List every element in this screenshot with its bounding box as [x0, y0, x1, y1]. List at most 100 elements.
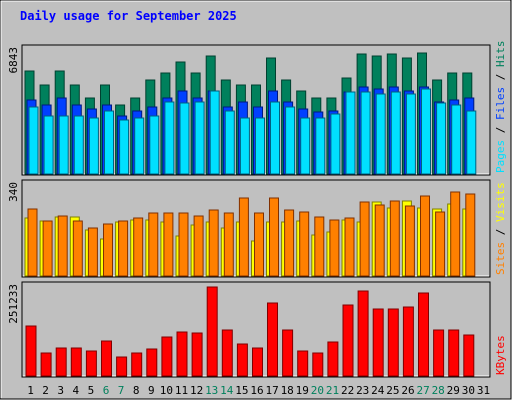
kbytes-bar [161, 336, 173, 377]
kbytes-bar [463, 334, 475, 377]
x-tick-label: 20 [311, 384, 324, 397]
x-tick-label: 13 [205, 384, 218, 397]
kbytes-bar [402, 306, 414, 377]
pages-bar [28, 106, 39, 175]
pages-bar [270, 101, 280, 175]
pages-bar [466, 110, 477, 175]
sites-bar [148, 212, 159, 277]
panel-3: 251233 KBytes [7, 281, 507, 378]
sites-bar [103, 223, 113, 277]
pages-bar [375, 93, 386, 175]
pages-bar [390, 91, 401, 175]
pages-bar [239, 117, 250, 175]
x-tick-label: 21 [326, 384, 339, 397]
x-tick-label: 22 [341, 384, 354, 397]
kbytes-bar [267, 302, 278, 377]
pages-bar [164, 101, 175, 175]
pages-bar [209, 90, 220, 175]
sites-bar [299, 211, 310, 277]
kbytes-bar [85, 350, 97, 377]
pages-bar [119, 119, 130, 175]
sites-bar [344, 217, 355, 277]
kbytes-bar [55, 347, 67, 377]
legend-pages: Pages [494, 140, 507, 173]
kbytes-bar [40, 352, 52, 377]
pages-bar [73, 115, 84, 175]
x-tick-label: 7 [118, 384, 125, 397]
kbytes-bar [433, 329, 445, 377]
x-tick-label: 16 [250, 384, 263, 397]
x-tick-label: 6 [103, 384, 110, 397]
x-tick-label: 24 [371, 384, 385, 397]
pages-bar [436, 102, 447, 175]
sites-bar [27, 208, 38, 277]
x-axis: 1 2 3 4 5 6 7 8 9 10 11 12 13 14 15 16 17 18 19 20 21 22 23 24 2… [27, 384, 490, 397]
pages-bar [405, 93, 416, 175]
sites-bar [450, 191, 461, 277]
kbytes-bar [252, 347, 263, 377]
chart-title: Daily usage for September 2025 [20, 9, 237, 23]
kbytes-bar [387, 308, 399, 377]
sites-bar [87, 227, 98, 277]
sites-bar [223, 212, 234, 277]
pages-bar [43, 115, 54, 175]
x-tick-label: 23 [356, 384, 369, 397]
sites-bar [359, 201, 370, 277]
x-tick-label: 26 [401, 384, 414, 397]
pages-bar [134, 117, 145, 175]
x-tick-label: 4 [72, 384, 79, 397]
kbytes-bar [70, 347, 82, 377]
sites-bar [118, 220, 129, 277]
pages-bar [315, 117, 326, 175]
x-tick-label: 28 [432, 384, 445, 397]
x-tick-label: 12 [190, 384, 203, 397]
x-tick-label: 29 [447, 384, 460, 397]
legend-files: Files [494, 87, 507, 120]
y-max-label: 251233 [7, 284, 20, 324]
legend: KBytes [494, 335, 507, 375]
legend-sites: Sites [494, 242, 507, 275]
kbytes-bar [236, 343, 248, 377]
sites-bar [254, 212, 264, 277]
kbytes-bar [448, 329, 460, 377]
sites-bar [374, 204, 385, 277]
legend: Pages / Files / Hits [494, 41, 507, 174]
kbytes-bar [372, 308, 384, 377]
sites-bar [284, 209, 295, 277]
pages-bar [451, 104, 462, 175]
sites-bar [42, 220, 53, 277]
legend: Sites / Visits [494, 182, 507, 275]
sites-bar [389, 200, 400, 277]
pages-bar [58, 115, 69, 175]
x-tick-label: 31 [477, 384, 490, 397]
kbytes-bar [357, 290, 369, 377]
pages-bar [104, 110, 114, 175]
x-tick-label: 11 [175, 384, 188, 397]
kbytes-bar [342, 304, 354, 377]
x-tick-label: 25 [386, 384, 399, 397]
kbytes-bar [327, 341, 339, 377]
pages-bar [285, 106, 296, 175]
sites-bar [193, 215, 204, 277]
sites-bar [163, 212, 174, 277]
y-max-label: 340 [7, 182, 20, 202]
kbytes-bar [297, 350, 309, 377]
pages-bar [360, 91, 371, 175]
sites-bar [238, 197, 249, 277]
legend-kbytes: KBytes [494, 335, 507, 375]
pages-bar [149, 115, 160, 175]
kbytes-bar [312, 352, 324, 377]
kbytes-bar [116, 356, 128, 377]
sites-bar [314, 216, 325, 277]
legend-separator: / [494, 120, 507, 140]
x-tick-label: 5 [88, 384, 95, 397]
chart-panels: 6843 Pages / Files / Hits 340 Sites / Visit… [7, 41, 507, 378]
legend-separator: / [494, 222, 507, 242]
sites-bar [178, 212, 189, 277]
panel-2: 340 Sites / Visits [7, 179, 507, 278]
x-tick-label: 8 [133, 384, 140, 397]
kbytes-bar [131, 352, 143, 377]
kbytes-bar [221, 329, 233, 377]
sites-bar [133, 217, 144, 277]
x-tick-label: 3 [57, 384, 64, 397]
